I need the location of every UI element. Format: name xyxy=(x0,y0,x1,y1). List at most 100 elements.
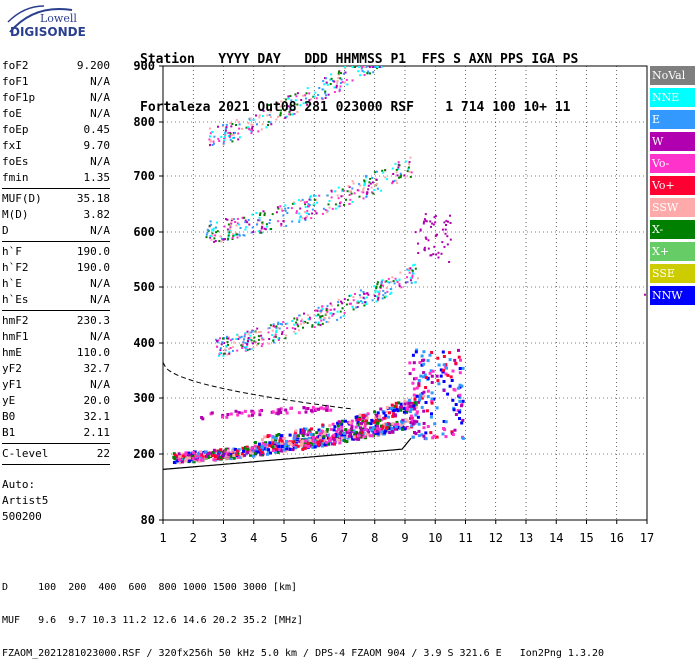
param-label: M(D) xyxy=(2,208,29,221)
param-label: fxI xyxy=(2,139,22,152)
x-axis-ticks: 1 2 3 4 5 6 7 8 9 10 11 12 13 14 15 16 17 xyxy=(159,520,654,545)
param-label: hmF1 xyxy=(2,330,29,343)
x-tick-label: 5 xyxy=(280,531,287,545)
echo-traces xyxy=(172,66,646,465)
param-label: hmF2 xyxy=(2,314,29,327)
param-row-d: D N/A xyxy=(2,223,110,239)
x-tick-label: 15 xyxy=(579,531,593,545)
param-label: B0 xyxy=(2,410,16,423)
x-tick-label: 2 xyxy=(190,531,197,545)
param-label: foEp xyxy=(2,123,29,136)
param-label: h`F xyxy=(2,245,22,258)
param-row-ye: yE 20.0 xyxy=(2,393,110,409)
legend-item-vo-: Vo+ xyxy=(650,176,695,195)
y-tick-label: 600 xyxy=(133,225,155,239)
y-axis-ticks: 900 800 700 600 500 400 300 200 80 xyxy=(133,59,163,527)
param-label: hmE xyxy=(2,346,22,359)
param-value: N/A xyxy=(90,293,110,306)
param-label: h`F2 xyxy=(2,261,29,274)
x-tick-label: 1 xyxy=(159,531,166,545)
x-tick-label: 4 xyxy=(250,531,257,545)
param-value: N/A xyxy=(90,378,110,391)
param-row-md: M(D) 3.82 xyxy=(2,207,110,223)
param-value: N/A xyxy=(90,91,110,104)
param-row-hf2: h`F2 190.0 xyxy=(2,260,110,276)
param-value: 9.200 xyxy=(76,59,110,72)
param-label: C-level xyxy=(2,447,49,460)
param-value: 230.3 xyxy=(76,314,110,327)
param-label: h`E xyxy=(2,277,22,290)
auto-artist: Artist5 xyxy=(2,494,49,507)
x-tick-label: 3 xyxy=(220,531,227,545)
y-tick-label: 300 xyxy=(133,391,155,405)
x-tick-label: 8 xyxy=(371,531,378,545)
param-row-hme: hmE 110.0 xyxy=(2,345,110,361)
param-row-hmf1: hmF1 N/A xyxy=(2,329,110,345)
param-value: N/A xyxy=(90,75,110,88)
x-tick-label: 11 xyxy=(458,531,472,545)
legend-item-x-: X+ xyxy=(650,242,695,261)
legend-item-w: W xyxy=(650,132,695,151)
param-value: 22 xyxy=(96,447,110,460)
x-tick-label: 7 xyxy=(341,531,348,545)
divider xyxy=(2,188,110,189)
y-tick-label: 500 xyxy=(133,280,155,294)
dashed-profile-curve xyxy=(162,362,354,410)
param-row-hes: h`Es N/A xyxy=(2,292,110,308)
param-row-he: h`E N/A xyxy=(2,276,110,292)
y-tick-label: 80 xyxy=(141,513,155,527)
param-label: yF2 xyxy=(2,362,22,375)
param-label: foEs xyxy=(2,155,29,168)
param-value: 32.1 xyxy=(83,410,111,423)
param-row-yf1: yF1 N/A xyxy=(2,377,110,393)
param-label: B1 xyxy=(2,426,16,439)
legend-item-e: E xyxy=(650,110,695,129)
param-row-hf: h`F 190.0 xyxy=(2,244,110,260)
y-tick-label: 700 xyxy=(133,169,155,183)
param-label: fmin xyxy=(2,171,29,184)
param-row-b1: B1 2.11 xyxy=(2,425,110,441)
param-label: foF1p xyxy=(2,91,36,104)
legend-item-nnw: NNW xyxy=(650,286,695,305)
legend-item-nne: NNE xyxy=(650,88,695,107)
profile-curves xyxy=(162,362,412,470)
param-value: 190.0 xyxy=(76,245,110,258)
y-tick-label: 800 xyxy=(133,115,155,129)
logo-digisonde-text: DIGISONDE xyxy=(10,25,86,39)
y-tick-label: 200 xyxy=(133,447,155,461)
x-tick-label: 6 xyxy=(311,531,318,545)
param-row-mufd: MUF(D) 35.18 xyxy=(2,191,110,207)
x-tick-label: 10 xyxy=(428,531,442,545)
param-value: 0.45 xyxy=(83,123,111,136)
param-value: 9.70 xyxy=(83,139,111,152)
param-value: N/A xyxy=(90,277,110,290)
digisonde-logo: Lowell DIGISONDE xyxy=(4,2,86,42)
footer-distance-row: D 100 200 400 600 800 1000 1500 3000 [km… xyxy=(2,582,298,593)
divider xyxy=(2,443,110,444)
true-height-profile xyxy=(162,437,412,470)
scaled-parameters-panel: foF2 9.200 foF1 N/A foF1p N/A foE N/A foEp 0.45 fx… xyxy=(2,58,110,525)
param-value: 20.0 xyxy=(83,394,111,407)
header-labels: Station YYYY DAY DDD HHMMSS P1 FFS S AXN… xyxy=(140,52,579,67)
param-value: 2.11 xyxy=(83,426,111,439)
divider xyxy=(2,464,110,465)
param-row-foep: foEp 0.45 xyxy=(2,122,110,138)
param-value: N/A xyxy=(90,107,110,120)
param-row-fxi: fxI 9.70 xyxy=(2,138,110,154)
header-values: Fortaleza 2021 Out08 281 023000 RSF 1 71… xyxy=(140,100,571,115)
legend-item-noval: NoVal xyxy=(650,66,695,85)
auto-label: Auto: xyxy=(2,478,36,491)
y-tick-label: 900 xyxy=(133,59,155,73)
x-tick-label: 12 xyxy=(489,531,503,545)
auto-code: 500200 xyxy=(2,510,42,523)
param-row-fmin: fmin 1.35 xyxy=(2,170,110,186)
param-row-fof2: foF2 9.200 xyxy=(2,58,110,74)
param-label: h`Es xyxy=(2,293,29,306)
x-tick-label: 16 xyxy=(610,531,624,545)
param-row-foe: foE N/A xyxy=(2,106,110,122)
legend-item-x-: X- xyxy=(650,220,695,239)
param-label: foF2 xyxy=(2,59,29,72)
legend-item-vo-: Vo- xyxy=(650,154,695,173)
legend-item-sse: SSE xyxy=(650,264,695,283)
